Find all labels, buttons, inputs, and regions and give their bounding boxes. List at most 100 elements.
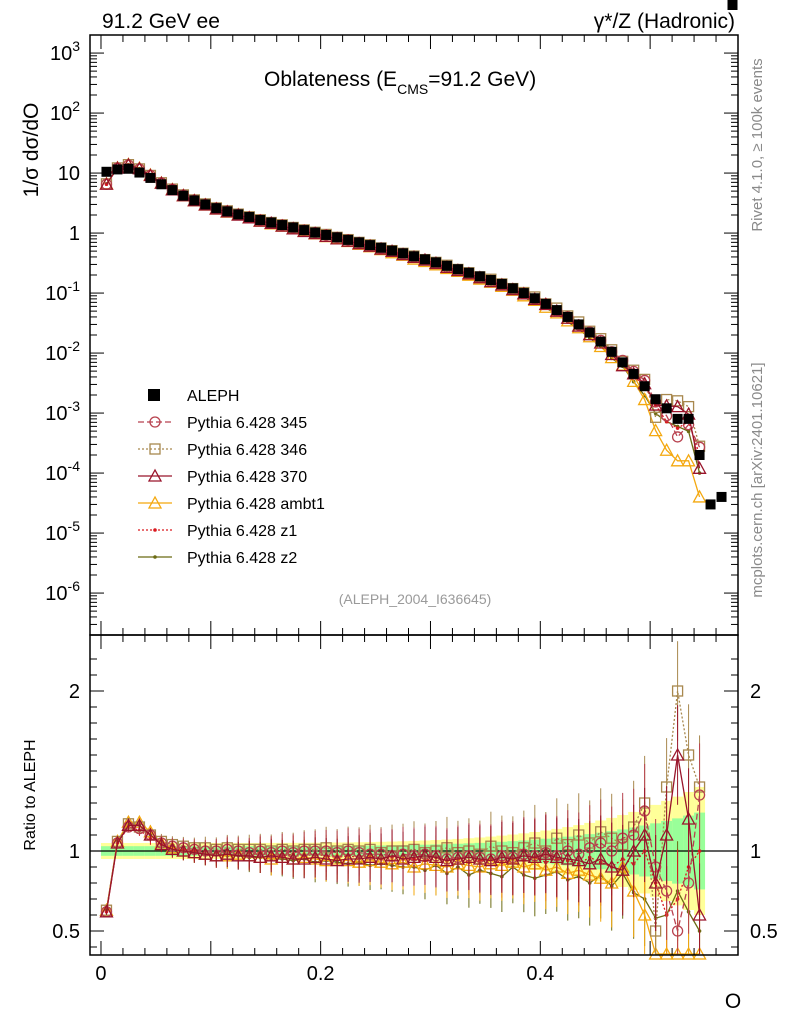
- mc-ratio-point-p370: [626, 843, 641, 857]
- y-tick-label: 10: [58, 163, 80, 185]
- legend-label-p346: Pythia 6.428 346: [187, 442, 307, 459]
- aleph-point: [288, 222, 299, 233]
- aleph-point: [200, 199, 211, 210]
- mc-ratio-point-ambt1: [692, 946, 707, 960]
- aleph-point: [595, 336, 606, 347]
- aleph-point: [178, 190, 189, 201]
- ratio-tick-label-right: 0.5: [750, 921, 778, 943]
- mc-point-ambt1: [637, 392, 652, 406]
- mc-ratio-point-p370: [308, 850, 323, 864]
- mc-point-p370: [692, 460, 707, 474]
- mc-ratio-point-p370: [692, 907, 707, 921]
- legend: ALEPH Pythia 6.428 345 Pythia 6.428 346 Pyt…: [138, 388, 325, 567]
- y-tick-label: 103: [50, 38, 80, 65]
- aleph-point: [661, 403, 672, 414]
- aleph-point: [606, 346, 617, 357]
- aleph-point: [441, 260, 452, 271]
- legend-marker-p346: [149, 443, 161, 455]
- aleph-point: [387, 245, 398, 256]
- aleph-point: [332, 232, 343, 243]
- mc-ratio-point-p370: [121, 818, 136, 832]
- mc-ratio-point-p370: [483, 853, 498, 867]
- legend-label-p370: Pythia 6.428 370: [187, 469, 307, 486]
- mc-point-ambt1: [692, 489, 707, 503]
- legend-marker-aleph: [148, 389, 160, 401]
- mc-ratio-point-p370: [362, 850, 378, 864]
- mc-ratio-point-p370: [176, 843, 191, 857]
- aleph-point: [507, 283, 518, 294]
- aleph-point: [255, 215, 266, 226]
- mc-ratio-point-p345: [660, 885, 673, 897]
- aleph-point: [584, 327, 595, 338]
- mc-point-p346: [671, 395, 684, 407]
- mc-ratio-point-p370: [417, 848, 433, 862]
- mc-ratio-point-p346: [671, 685, 684, 697]
- mc-point-p345: [671, 431, 684, 443]
- mc-ratio-point-p370: [450, 851, 466, 865]
- aleph-point: [694, 450, 705, 460]
- mc-ratio-point-p370: [648, 875, 663, 889]
- aleph-point: [628, 368, 639, 379]
- mc-ratio-point-p370: [242, 848, 257, 862]
- aleph-point: [562, 311, 573, 322]
- mc-point-ambt1: [659, 442, 674, 456]
- mc-ratio-point-p370: [99, 904, 114, 918]
- mc-point-p370: [648, 397, 663, 411]
- aleph-point: [529, 293, 540, 304]
- mc-ratio-point-p370: [659, 827, 674, 841]
- y-axis-label: 1/σ dσ/dO: [20, 103, 43, 198]
- legend-marker-ambt1: [147, 495, 163, 509]
- mc-ratio-point-p370: [571, 853, 586, 867]
- aleph-point: [233, 209, 244, 220]
- aleph-point: [123, 163, 134, 174]
- aleph-point: [310, 227, 321, 238]
- mc-ratio-point-ambt1: [637, 907, 652, 921]
- mc-ratio-point-p370: [231, 848, 246, 862]
- axis-ticks: 0 0.2 0.410310210110-110-210-310-410-510-6…: [45, 34, 778, 985]
- aleph-point: [639, 381, 650, 392]
- aleph-point: [398, 248, 409, 259]
- aleph-data-points: [101, 0, 738, 510]
- aleph-point: [101, 166, 112, 177]
- aleph-point: [452, 264, 463, 275]
- mc-ratio-point-z1: [697, 849, 702, 853]
- mc-ratio-point-ambt1: [681, 946, 696, 960]
- ratio-tick-label: 1: [69, 841, 80, 863]
- mc-point-p370: [670, 399, 685, 413]
- legend-marker-p370: [147, 468, 163, 482]
- mc-ratio-point-p370: [132, 818, 147, 832]
- mc-ratio-point-p370: [439, 853, 455, 867]
- mc-ratio-line-p346: [105, 690, 701, 932]
- mc-point-z1: [675, 426, 680, 430]
- mc-ratio-point-p370: [681, 811, 696, 825]
- header-right: γ*/Z (Hadronic): [594, 10, 735, 33]
- mc-ratio-point-p345: [682, 877, 695, 889]
- aleph-point: [573, 319, 584, 330]
- aleph-point: [430, 257, 441, 268]
- aleph-point: [321, 229, 332, 240]
- mc-ratio-point-p346: [682, 749, 695, 761]
- ratio-tick-label: 0.5: [52, 921, 80, 943]
- x-tick-label: 0: [95, 963, 106, 985]
- mc-ratio-point-p370: [143, 827, 158, 841]
- aleph-point: [463, 267, 474, 278]
- y-tick-label: 10-3: [45, 398, 80, 425]
- mc-ratio-point-p370: [461, 850, 477, 864]
- mc-ratio-point-p345: [693, 789, 706, 801]
- aleph-point: [474, 271, 485, 282]
- mc-ratio-point-p370: [341, 851, 356, 865]
- aleph-point: [277, 220, 288, 231]
- legend-label-z2: Pythia 6.428 z2: [187, 550, 297, 567]
- aleph-point: [650, 394, 661, 405]
- mc-ratio-point-p370: [582, 856, 597, 870]
- legend-label-z1: Pythia 6.428 z1: [187, 523, 297, 540]
- ratio-tick-label: 2: [69, 681, 80, 703]
- aleph-point: [134, 167, 145, 178]
- mc-ratio-point-p370: [472, 851, 487, 865]
- mc-point-p370: [99, 176, 114, 190]
- aleph-point: [167, 185, 178, 196]
- rivet-label: Rivet 4.1.0, ≥ 100k events: [749, 58, 766, 231]
- mc-ratio-point-p370: [198, 846, 213, 860]
- y-tick-label: 102: [50, 98, 80, 125]
